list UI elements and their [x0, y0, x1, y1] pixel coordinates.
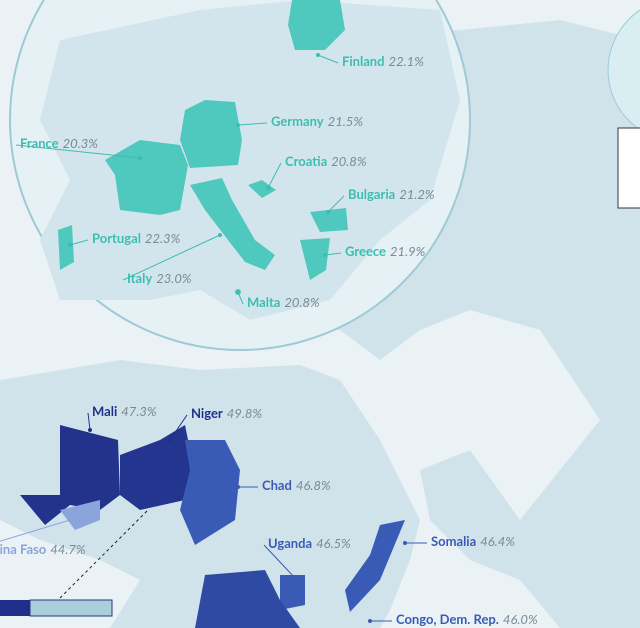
- country-label: Chad 46.8%: [262, 477, 331, 493]
- congo: [195, 570, 300, 628]
- country-value: 46.5%: [316, 535, 351, 551]
- country-name: Somalia: [431, 533, 476, 549]
- country-label: Malta 20.8%: [247, 294, 320, 310]
- country-name: Congo, Dem. Rep.: [396, 611, 499, 627]
- leader-dot: [368, 619, 372, 623]
- leader-line: [317, 54, 339, 64]
- labels: Finland 22.1% Germany 21.5% France 20.3% Croat…: [0, 53, 538, 627]
- country-value: 20.8%: [284, 294, 320, 310]
- country-value: 22.3%: [145, 230, 181, 246]
- country-name: Finland: [342, 53, 385, 69]
- uganda: [280, 575, 305, 610]
- country-name: Portugal: [92, 230, 141, 246]
- leader-line: [69, 239, 89, 246]
- leader-line: [87, 412, 91, 431]
- country-value: 21.2%: [399, 186, 435, 202]
- leader-dot: [236, 123, 240, 127]
- country-name: Chad: [262, 477, 292, 493]
- highlight-europe: [58, 0, 348, 295]
- country-value: 22.1%: [389, 53, 425, 69]
- inset-circle: [607, 9, 640, 131]
- connector: [59, 509, 149, 599]
- chad: [180, 440, 240, 545]
- country-label: Uganda 46.5%: [268, 535, 351, 551]
- leader-dot: [316, 53, 320, 57]
- somalia: [345, 520, 405, 612]
- country-name: Mali: [92, 403, 117, 419]
- country-name: Germany: [271, 113, 324, 129]
- country-value: 46.0%: [503, 611, 538, 627]
- leader-line: [169, 414, 188, 441]
- country-value: 44.7%: [50, 541, 86, 557]
- country-value: 47.3%: [121, 403, 157, 419]
- country-value: 21.9%: [390, 243, 426, 259]
- leader-dot: [266, 186, 270, 190]
- country-label: Finland 22.1%: [342, 53, 424, 69]
- country-value: 23.0%: [156, 270, 192, 286]
- leader-dot: [68, 518, 72, 522]
- country-label: Congo, Dem. Rep. 46.0%: [396, 611, 538, 627]
- country-value: 20.3%: [63, 135, 99, 151]
- leader-line: [324, 252, 342, 256]
- leader-dot: [218, 233, 222, 237]
- leader-dot: [293, 576, 297, 580]
- country-value: 21.5%: [328, 113, 364, 129]
- leader-dot: [236, 485, 240, 489]
- leader-line: [122, 234, 221, 281]
- inset-box: [617, 127, 640, 209]
- leader-line: [263, 544, 296, 579]
- leader-dot: [168, 438, 172, 442]
- country-label: Somalia 46.4%: [431, 533, 515, 549]
- country-label: Germany 21.5%: [271, 113, 363, 129]
- country-name: Croatia: [285, 153, 327, 169]
- leader-line: [327, 195, 345, 213]
- burkina-faso: [60, 500, 100, 530]
- country-name: Malta: [247, 294, 280, 310]
- mali: [20, 425, 120, 525]
- leader-dot: [323, 253, 327, 257]
- country-name: Bulgaria: [348, 186, 395, 202]
- country-label: France 20.3%: [20, 135, 98, 151]
- europe: [40, 0, 460, 320]
- legend-light: [29, 599, 113, 617]
- leader-line: [237, 122, 268, 126]
- country-name: Niger: [191, 405, 223, 421]
- country-value: 46.8%: [296, 477, 331, 493]
- country-name: Burkina Faso: [0, 541, 47, 557]
- leader-dot: [88, 428, 92, 432]
- country-name: Italy: [127, 270, 152, 286]
- country-name: France: [20, 135, 59, 151]
- country-value: 49.8%: [227, 405, 263, 421]
- country-label: Italy 23.0%: [127, 270, 192, 286]
- country-label: Bulgaria 21.2%: [348, 186, 435, 202]
- country-value: 20.8%: [331, 153, 367, 169]
- legend-dark: [0, 600, 30, 616]
- country-label: Mali 47.3%: [92, 403, 157, 419]
- leader-line: [15, 144, 141, 159]
- country-value: 46.4%: [480, 533, 515, 549]
- country-name: Greece: [345, 243, 386, 259]
- leader-dot: [236, 290, 240, 294]
- leader-dot: [68, 243, 72, 247]
- country-label: Portugal 22.3%: [92, 230, 181, 246]
- leader-dot: [138, 156, 142, 160]
- country-label: Greece 21.9%: [345, 243, 426, 259]
- country-label: Croatia 20.8%: [285, 153, 367, 169]
- leader-line: [267, 162, 282, 189]
- leader-dot: [403, 541, 407, 545]
- niger: [120, 425, 192, 510]
- country-label: Niger 49.8%: [191, 405, 262, 421]
- leader-line: [237, 291, 244, 305]
- country-name: Uganda: [268, 535, 312, 551]
- leader-dot: [326, 210, 330, 214]
- leader-line: [0, 519, 71, 542]
